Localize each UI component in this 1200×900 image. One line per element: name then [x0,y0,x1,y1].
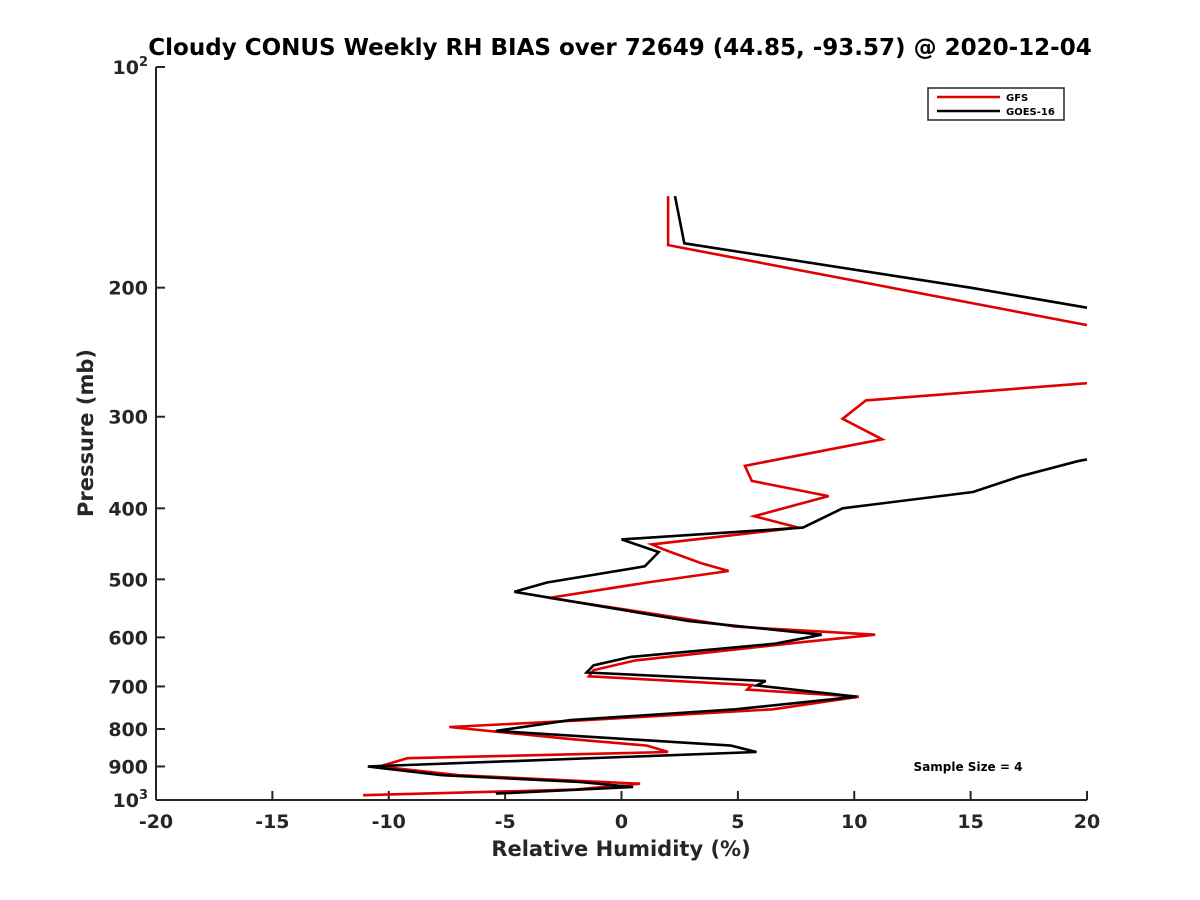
x-tick-label: 20 [1074,811,1100,833]
x-axis-label: Relative Humidity (%) [491,837,750,861]
y-ticks: 102 200 300 400 500 600 700 800 900 103 [108,55,165,812]
series-line-gfs-0 [666,196,1088,327]
x-tick-label: 0 [615,811,628,833]
y-tick-label: 200 [108,278,148,300]
y-tick-label: 500 [108,569,148,591]
series-line-goes-16-0 [673,195,1088,309]
legend-label-gfs: GFS [1006,93,1028,104]
sample-size-annotation: Sample Size = 4 [914,760,1023,774]
x-tick-label: -10 [372,811,406,833]
y-tick-label: 900 [108,756,148,778]
legend-label-goes-16: GOES-16 [1006,107,1055,118]
y-tick-label: 400 [108,498,148,520]
y-axis-label: Pressure (mb) [74,349,98,517]
series-layer [363,195,1088,797]
y-tick-label: 600 [108,627,148,649]
y-tick-label: 103 [113,788,149,812]
x-tick-label: 15 [957,811,983,833]
x-tick-label: -15 [255,811,289,833]
x-ticks: -20 -15 -10 -5 0 5 10 15 20 [139,791,1100,833]
legend-box [927,87,1065,121]
x-tick-label: 10 [841,811,867,833]
chart-title: Cloudy CONUS Weekly RH BIAS over 72649 (… [148,35,1091,61]
x-tick-label: 5 [731,811,744,833]
x-tick-label: -20 [139,811,173,833]
series-line-gfs-1 [363,381,1088,797]
y-tick-label: 700 [108,676,148,698]
series-line-goes-16-1 [367,458,1088,795]
y-tick-label: 300 [108,407,148,429]
legend: GFS GOES-16 [927,87,1065,121]
y-tick-label: 800 [108,719,148,741]
y-tick-label: 102 [113,55,149,79]
x-tick-label: -5 [495,811,516,833]
